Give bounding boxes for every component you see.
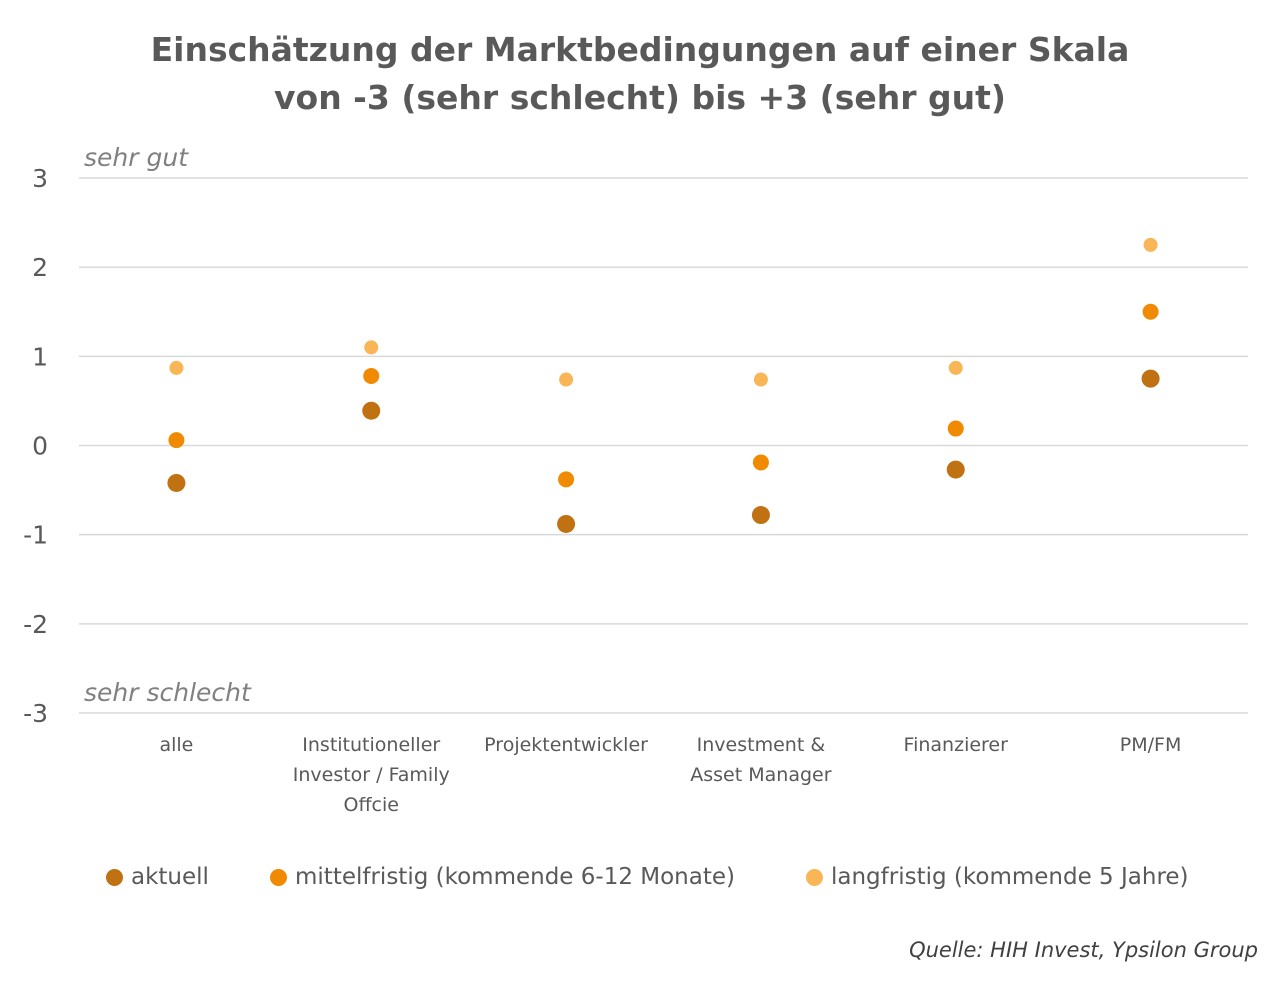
chart-title: Einschätzung der Marktbedingungen auf ei…: [0, 26, 1280, 122]
legend-item-langfristig: langfristig (kommende 5 Jahre): [806, 860, 1189, 894]
data-point-mittelfristig-2: [558, 471, 575, 488]
data-point-mittelfristig-3: [752, 454, 769, 471]
data-point-mittelfristig-0: [168, 432, 185, 449]
data-point-aktuell-2: [557, 514, 576, 533]
legend-label-aktuell: aktuell: [131, 864, 209, 890]
legend: aktuell mittelfristig (kommende 6-12 Mon…: [0, 860, 1280, 894]
y-tick-label: 3: [32, 164, 48, 193]
annotation-sehr-schlecht: sehr schlecht: [84, 678, 252, 707]
x-category-label: Institutioneller Investor / Family Offci…: [292, 734, 450, 816]
y-tick-label: -1: [23, 521, 48, 550]
x-category-label: PM/FM: [1119, 734, 1182, 756]
x-category-label: Finanzierer: [903, 734, 1008, 756]
chart-plot: 3 2 1 0 -1 -2 -3 sehr gut sehr schlecht: [23, 143, 1248, 728]
data-point-mittelfristig-4: [947, 420, 964, 437]
data-point-langfristig-2: [559, 372, 574, 387]
chart-title-line1: Einschätzung der Marktbedingungen auf ei…: [150, 30, 1130, 69]
legend-label-langfristig: langfristig (kommende 5 Jahre): [831, 864, 1189, 890]
y-tick-label: 0: [32, 432, 48, 461]
x-category-label: Projektentwickler: [484, 734, 648, 756]
y-tick-label: -2: [23, 610, 48, 639]
annotation-sehr-gut: sehr gut: [84, 143, 189, 172]
legend-marker-langfristig: [806, 868, 823, 886]
legend-item-aktuell: aktuell: [106, 860, 209, 894]
chart-title-line2: von -3 (sehr schlecht) bis +3 (sehr gut): [274, 78, 1006, 117]
data-point-langfristig-5: [1143, 237, 1158, 252]
legend-marker-mittelfristig: [270, 868, 287, 886]
y-tick-label: -3: [23, 699, 48, 728]
x-category-label: Investment & Asset Manager: [690, 734, 832, 786]
x-category-label: alle: [159, 734, 194, 756]
data-point-langfristig-3: [753, 372, 768, 387]
legend-marker-aktuell: [106, 868, 123, 886]
data-point-mittelfristig-5: [1142, 303, 1159, 320]
data-point-aktuell-3: [751, 506, 770, 525]
data-point-aktuell-0: [167, 473, 186, 492]
data-point-langfristig-4: [948, 360, 963, 375]
data-point-langfristig-0: [169, 360, 184, 375]
data-point-aktuell-4: [946, 460, 965, 479]
data-point-aktuell-1: [362, 401, 381, 420]
legend-item-mittelfristig: mittelfristig (kommende 6-12 Monate): [270, 860, 735, 894]
y-tick-label: 2: [32, 253, 48, 282]
data-point-langfristig-1: [364, 340, 379, 355]
data-point-aktuell-5: [1141, 369, 1160, 388]
source-note: Quelle: HIH Invest, Ypsilon Group: [909, 938, 1258, 962]
data-point-mittelfristig-1: [363, 367, 380, 384]
y-tick-label: 1: [32, 342, 48, 371]
legend-label-mittelfristig: mittelfristig (kommende 6-12 Monate): [295, 864, 735, 890]
